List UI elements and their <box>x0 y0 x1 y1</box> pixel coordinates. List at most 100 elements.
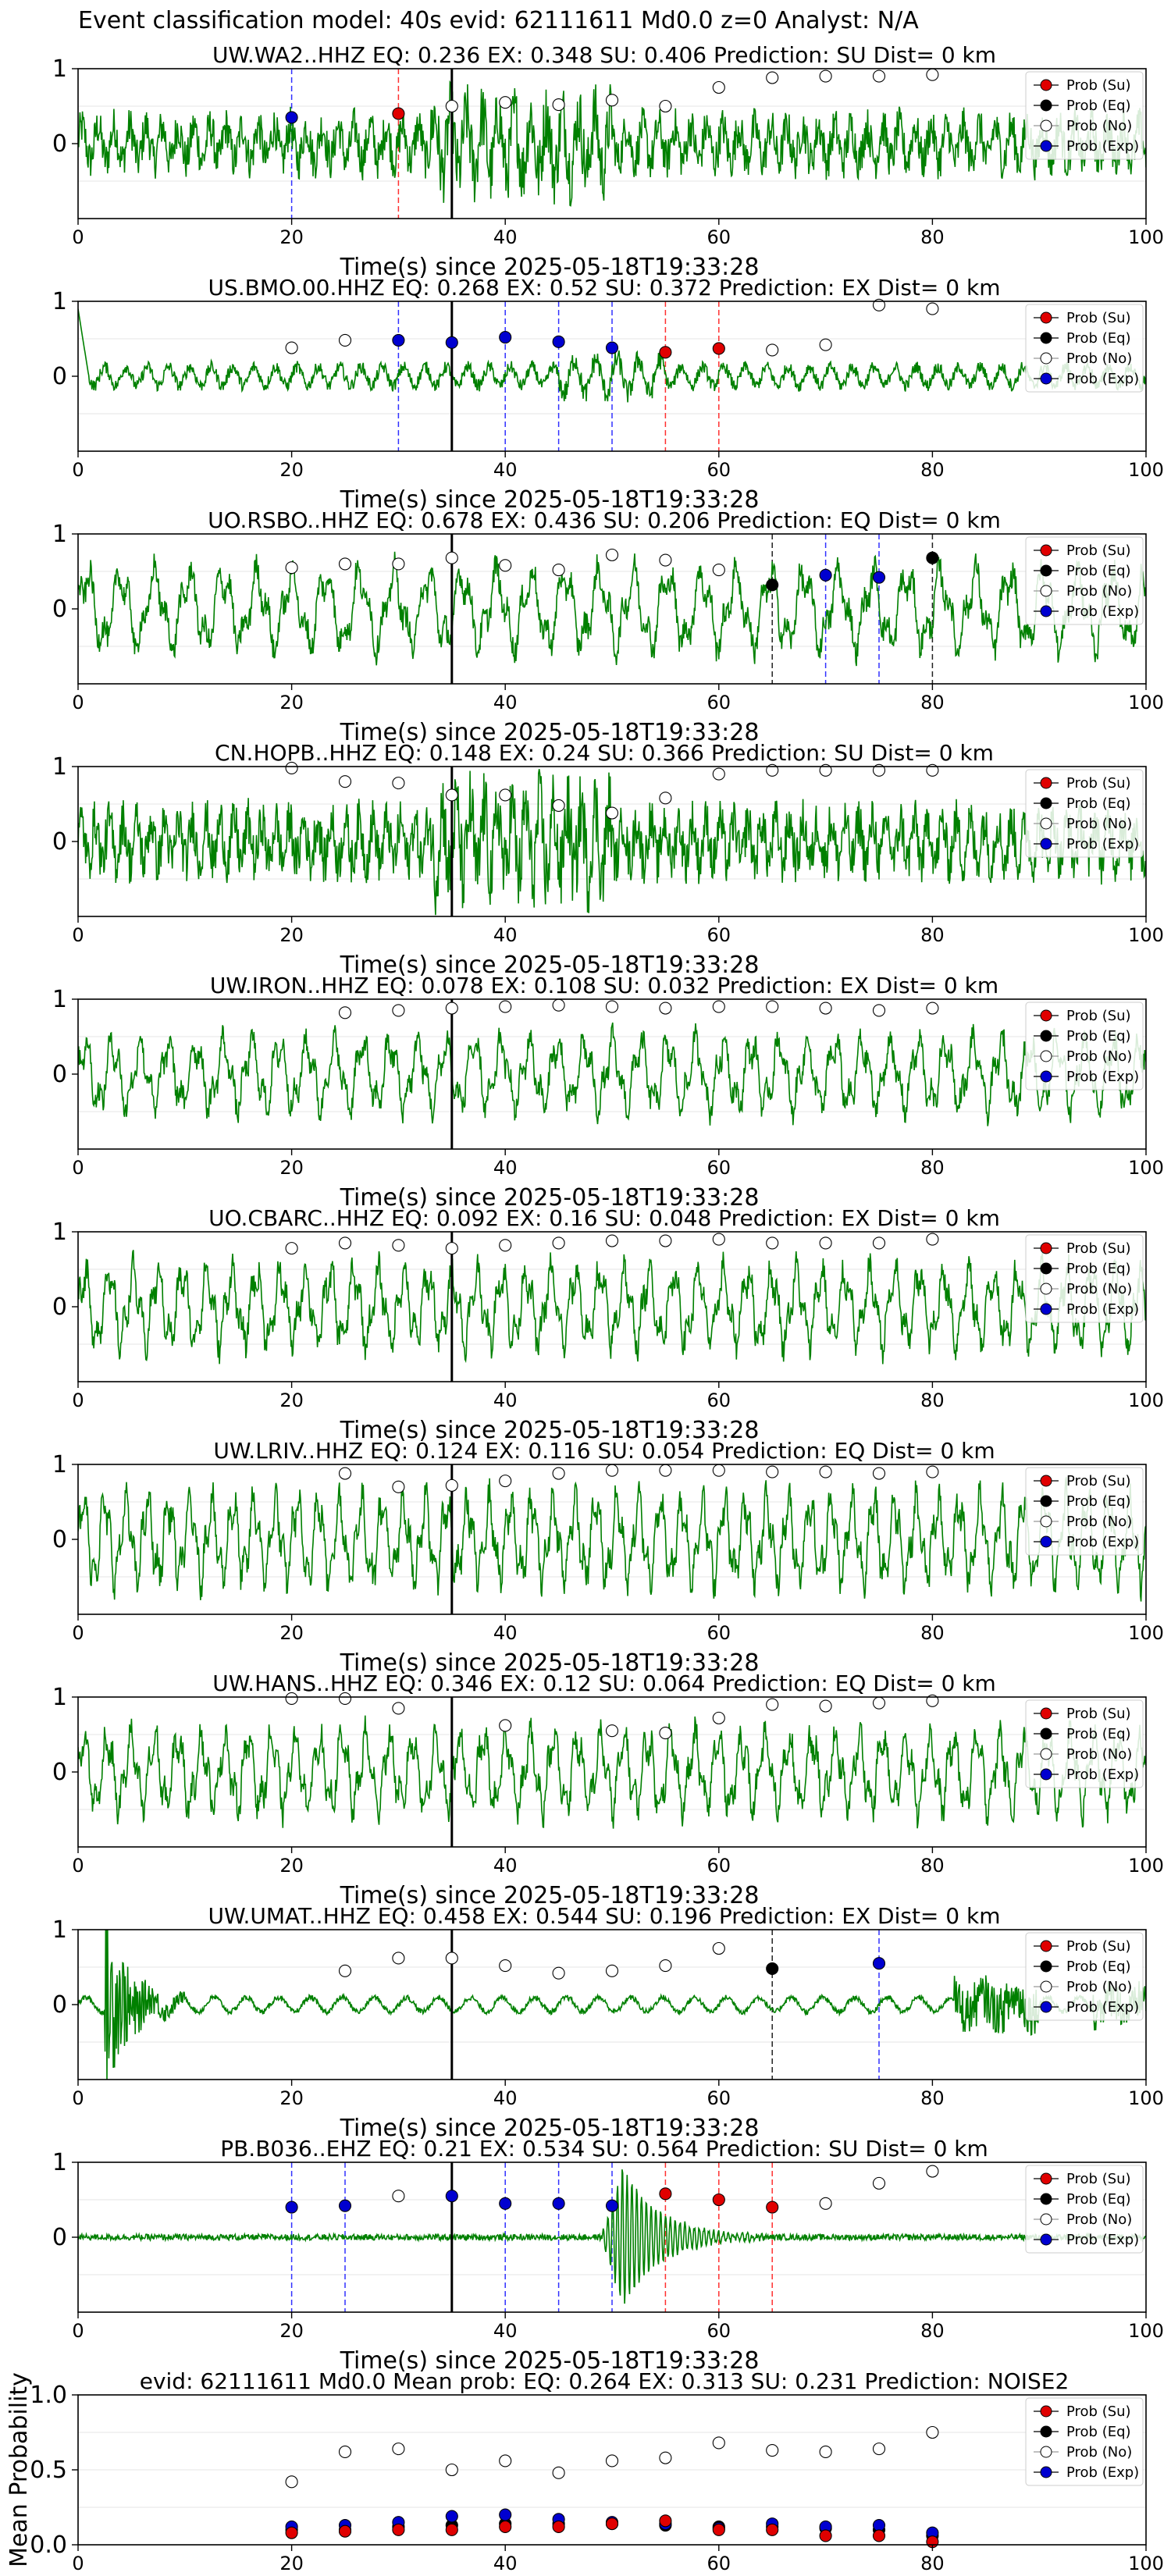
prob-exp-marker <box>338 2199 352 2212</box>
prob-no-marker <box>712 564 725 577</box>
x-tick-label: 40 <box>493 226 518 248</box>
legend-marker <box>1040 1009 1052 1022</box>
y-tick-label: 0 <box>52 1759 67 1786</box>
waveform-trace <box>78 2169 1146 2304</box>
prob-no-marker <box>712 767 725 781</box>
legend-label: Prob (Su) <box>1066 2403 1131 2420</box>
legend-label: Prob (Exp) <box>1066 2232 1139 2248</box>
prob-exp-marker <box>605 2199 619 2212</box>
prob-no-marker <box>766 1000 779 1013</box>
prob-eq-marker <box>766 578 779 592</box>
prob-no-marker <box>766 71 779 84</box>
prob-no-marker <box>338 557 352 571</box>
plot-area <box>78 534 1146 684</box>
legend-marker <box>1040 777 1052 789</box>
prob-no-marker <box>712 2436 725 2450</box>
legend-label: Prob (No) <box>1066 1979 1132 1995</box>
prob-no-marker <box>499 788 512 802</box>
prob-su-marker <box>285 2526 298 2539</box>
prob-exp-marker <box>605 341 619 354</box>
x-tick-label: 20 <box>279 226 304 248</box>
legend-marker <box>1040 2001 1052 2013</box>
x-axis-label: Time(s) since 2025-05-18T19:33:28 <box>340 2347 760 2375</box>
prob-no-marker <box>819 2445 832 2459</box>
y-tick-label: 0 <box>52 363 67 390</box>
x-tick-label: 80 <box>920 2320 945 2342</box>
y-tick-label: 0 <box>52 828 67 856</box>
prob-no-marker <box>392 777 405 790</box>
x-axis-label: Time(s) since 2025-05-18T19:33:28 <box>340 952 760 979</box>
x-tick-label: 20 <box>279 2320 304 2342</box>
prob-no-marker <box>338 2445 352 2459</box>
prob-no-marker <box>659 1234 672 1247</box>
legend-label: Prob (Exp) <box>1066 1767 1139 1783</box>
prob-no-marker <box>926 1002 939 1015</box>
y-tick-label: 0 <box>52 1526 67 1553</box>
prob-no-marker <box>605 806 619 820</box>
legend-box <box>1025 1234 1144 1323</box>
legend-label: Prob (Eq) <box>1066 1493 1131 1510</box>
prob-no-marker <box>926 1694 939 1707</box>
subplot-4: UW.IRON..HHZ EQ: 0.078 EX: 0.108 SU: 0.0… <box>52 973 1164 1212</box>
subplot-title: evid: 62111611 Md0.0 Mean prob: EQ: 0.26… <box>140 2368 1070 2394</box>
legend-label: Prob (Exp) <box>1066 138 1139 155</box>
prob-su-marker <box>712 2523 725 2536</box>
y-tick-label: 1 <box>52 753 67 781</box>
x-tick-label: 60 <box>707 2553 731 2574</box>
x-axis-label: Time(s) since 2025-05-18T19:33:28 <box>340 2115 760 2142</box>
x-tick-label: 60 <box>707 1622 731 1644</box>
subplot-title: UW.IRON..HHZ EQ: 0.078 EX: 0.108 SU: 0.0… <box>210 973 998 998</box>
prob-no-marker <box>605 1964 619 1977</box>
legend-box <box>1025 1467 1144 1556</box>
x-tick-label: 0 <box>72 1389 84 1411</box>
prob-no-marker <box>552 1236 565 1250</box>
subplot-title: UO.CBARC..HHZ EQ: 0.092 EX: 0.16 SU: 0.0… <box>208 1205 1000 1231</box>
prob-no-marker <box>499 1239 512 1252</box>
y-tick-label: 1 <box>52 1684 67 1711</box>
legend-label: Prob (Exp) <box>1066 2464 1139 2481</box>
prob-no-marker <box>819 338 832 351</box>
legend-label: Prob (Exp) <box>1066 1999 1139 2016</box>
legend-label: Prob (Exp) <box>1066 1069 1139 1085</box>
prob-no-marker <box>338 1964 352 1977</box>
subplot-title: UO.RSBO..HHZ EQ: 0.678 EX: 0.436 SU: 0.2… <box>208 507 1001 533</box>
legend-label: Prob (Su) <box>1066 543 1131 559</box>
legend-label: Prob (Eq) <box>1066 2424 1131 2440</box>
prob-exp-marker <box>285 2201 298 2214</box>
prob-su-marker <box>605 2517 619 2531</box>
legend-label: Prob (Exp) <box>1066 836 1139 852</box>
prob-no-marker <box>872 1004 886 1017</box>
plot-area <box>78 1930 1146 2080</box>
prob-su-marker <box>766 2523 779 2536</box>
x-tick-label: 0 <box>72 2320 84 2342</box>
prob-exp-marker <box>819 568 832 582</box>
prob-no-marker <box>285 761 298 774</box>
prob-eq-marker <box>926 551 939 564</box>
waveform-trace <box>78 308 1146 403</box>
plot-area <box>78 2162 1146 2312</box>
legend-marker <box>1040 1960 1052 1973</box>
legend-marker <box>1040 1515 1052 1528</box>
prob-no-marker <box>499 559 512 572</box>
x-tick-label: 0 <box>72 459 84 481</box>
y-tick-label: 1 <box>52 288 67 315</box>
prob-no-marker <box>605 2454 619 2467</box>
prob-no-marker <box>712 80 725 94</box>
prob-no-marker <box>285 1692 298 1705</box>
y-tick-label: 0.5 <box>30 2457 67 2484</box>
legend-marker <box>1040 1475 1052 1487</box>
y-tick-label: 0 <box>52 2224 67 2251</box>
legend-marker <box>1040 99 1052 112</box>
x-axis-label: Time(s) since 2025-05-18T19:33:28 <box>340 486 760 514</box>
prob-no-marker <box>712 1464 725 1477</box>
subplot-2: UO.RSBO..HHZ EQ: 0.678 EX: 0.436 SU: 0.2… <box>52 507 1164 746</box>
prob-su-marker <box>445 2523 458 2536</box>
prob-no-marker <box>712 1711 725 1724</box>
prob-no-marker <box>766 343 779 357</box>
prob-no-marker <box>445 99 458 113</box>
prob-no-marker <box>552 98 565 112</box>
x-tick-label: 80 <box>920 1389 945 1411</box>
subplot-10: evid: 62111611 Md0.0 Mean prob: EQ: 0.26… <box>5 2368 1164 2574</box>
legend-marker <box>1040 140 1052 152</box>
